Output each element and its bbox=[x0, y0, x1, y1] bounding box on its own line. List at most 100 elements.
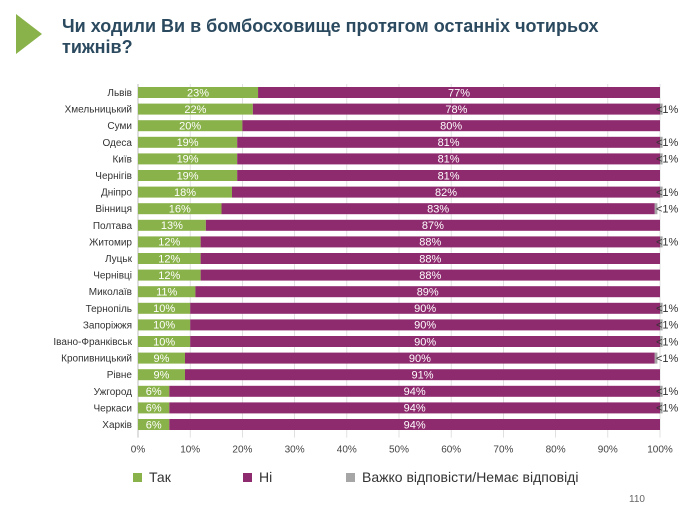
data-label-yes: 12% bbox=[158, 270, 180, 282]
data-label-no: 77% bbox=[448, 87, 470, 99]
legend-label-dk: Важко відповісти/Немає відповіді bbox=[362, 469, 579, 485]
bar-yes bbox=[138, 402, 170, 414]
bar-yes bbox=[138, 369, 185, 381]
bar-dk bbox=[660, 103, 663, 115]
bar-no bbox=[190, 302, 660, 314]
legend-swatch-no bbox=[243, 472, 252, 482]
legend-item-dk: Важко відповісти/Немає відповіді bbox=[346, 468, 578, 486]
bar-no bbox=[195, 286, 661, 298]
bar-dk bbox=[660, 186, 663, 198]
category-label: Київ bbox=[112, 154, 132, 165]
bar-yes bbox=[138, 219, 206, 231]
bar-no bbox=[231, 186, 660, 198]
data-label-dk: <1% bbox=[656, 154, 679, 166]
data-label-yes: 10% bbox=[153, 336, 175, 348]
data-label-no: 94% bbox=[404, 419, 426, 431]
category-label: Івано-Франківськ bbox=[53, 337, 132, 348]
data-label-dk: <1% bbox=[656, 187, 679, 199]
bar-yes bbox=[138, 253, 201, 264]
bar-yes bbox=[138, 203, 222, 215]
category-label: Полтава bbox=[93, 221, 133, 232]
data-label-yes: 22% bbox=[184, 104, 206, 116]
bar-no bbox=[190, 336, 660, 347]
category-label: Харків bbox=[102, 420, 132, 431]
data-label-no: 94% bbox=[404, 403, 426, 415]
legend-item-no: Ні bbox=[243, 468, 272, 486]
data-label-no: 88% bbox=[419, 270, 441, 282]
category-label: Кропивницький bbox=[61, 354, 132, 365]
data-label-yes: 13% bbox=[161, 220, 183, 232]
bar-dk bbox=[654, 352, 658, 364]
bar-dk bbox=[660, 153, 663, 165]
bar-no bbox=[237, 136, 660, 148]
bar-dk bbox=[654, 203, 658, 215]
data-label-yes: 19% bbox=[177, 137, 199, 149]
category-label: Житомир bbox=[89, 237, 132, 248]
x-tick-label: 80% bbox=[546, 445, 566, 456]
legend-label-no: Ні bbox=[259, 469, 273, 485]
data-label-dk: <1% bbox=[656, 237, 679, 249]
data-label-dk: <1% bbox=[656, 386, 679, 398]
bar-dk bbox=[660, 236, 663, 248]
bar-yes bbox=[138, 87, 259, 98]
data-label-dk: <1% bbox=[656, 353, 679, 365]
data-label-no: 81% bbox=[438, 137, 460, 149]
x-tick-label: 50% bbox=[389, 445, 409, 456]
bar-no bbox=[252, 103, 660, 115]
x-tick-label: 70% bbox=[493, 445, 513, 456]
data-label-yes: 20% bbox=[179, 121, 201, 133]
bar-no bbox=[184, 369, 661, 381]
category-label: Одеса bbox=[102, 138, 132, 149]
bar-yes bbox=[138, 319, 191, 331]
bar-dk bbox=[660, 385, 663, 397]
category-label: Суми bbox=[107, 121, 132, 132]
data-label-no: 88% bbox=[419, 253, 441, 265]
category-label: Дніпро bbox=[101, 188, 132, 199]
bar-yes bbox=[138, 302, 191, 314]
bar-yes bbox=[138, 103, 253, 115]
data-label-no: 89% bbox=[417, 287, 439, 299]
data-label-dk: <1% bbox=[656, 303, 679, 315]
bar-dk bbox=[660, 302, 663, 314]
bar-no bbox=[169, 385, 660, 397]
bar-no bbox=[190, 319, 660, 331]
data-label-yes: 6% bbox=[146, 419, 162, 431]
data-label-yes: 23% bbox=[187, 87, 209, 99]
data-label-yes: 9% bbox=[154, 370, 170, 382]
data-label-yes: 19% bbox=[177, 154, 199, 166]
bar-no bbox=[169, 419, 660, 430]
x-tick-label: 10% bbox=[180, 445, 200, 456]
bar-no bbox=[200, 253, 660, 264]
category-label: Вінниця bbox=[95, 204, 132, 215]
data-label-no: 81% bbox=[438, 170, 460, 182]
bar-yes bbox=[138, 352, 185, 364]
category-label: Запоріжжя bbox=[83, 320, 132, 331]
chart-title: Чи ходили Ви в бомбосховище протягом ост… bbox=[62, 16, 599, 57]
bar-yes bbox=[138, 269, 201, 281]
x-tick-label: 90% bbox=[598, 445, 618, 456]
bar-no bbox=[237, 153, 660, 165]
bar-yes bbox=[138, 153, 238, 165]
data-label-no: 90% bbox=[414, 336, 436, 348]
bar-dk bbox=[660, 402, 663, 414]
data-label-no: 80% bbox=[440, 121, 462, 133]
data-label-yes: 9% bbox=[154, 353, 170, 365]
data-label-yes: 12% bbox=[158, 237, 180, 249]
x-tick-label: 60% bbox=[441, 445, 461, 456]
data-label-dk: <1% bbox=[656, 336, 679, 348]
data-label-no: 82% bbox=[435, 187, 457, 199]
bar-yes bbox=[138, 236, 201, 248]
data-label-yes: 12% bbox=[158, 253, 180, 265]
data-label-no: 83% bbox=[427, 204, 449, 216]
data-label-yes: 18% bbox=[174, 187, 196, 199]
data-label-yes: 16% bbox=[169, 204, 191, 216]
x-tick-label: 0% bbox=[131, 445, 146, 456]
bar-no bbox=[258, 87, 660, 98]
legend-label-yes: Так bbox=[149, 469, 171, 485]
bar-yes bbox=[138, 336, 191, 347]
data-label-yes: 19% bbox=[177, 170, 199, 182]
data-label-yes: 6% bbox=[146, 386, 162, 398]
data-label-dk: <1% bbox=[656, 104, 679, 116]
bar-yes bbox=[138, 170, 238, 181]
bar-yes bbox=[138, 186, 232, 198]
